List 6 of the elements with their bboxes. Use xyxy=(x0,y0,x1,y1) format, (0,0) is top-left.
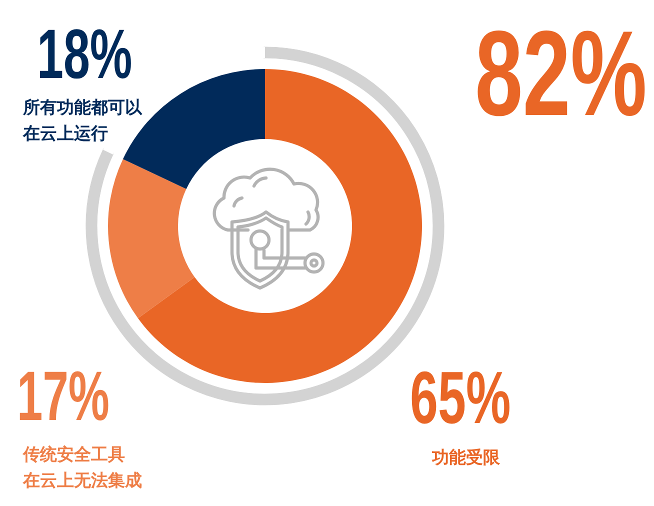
data-label: 65% xyxy=(410,358,511,440)
data-label: 18% xyxy=(37,14,132,94)
slice-label: 功能受限 xyxy=(431,448,501,467)
slice-label: 传统安全工具在云上无法集成 xyxy=(22,445,142,490)
text: 82% xyxy=(475,6,647,142)
data-label: 17% xyxy=(17,356,110,436)
